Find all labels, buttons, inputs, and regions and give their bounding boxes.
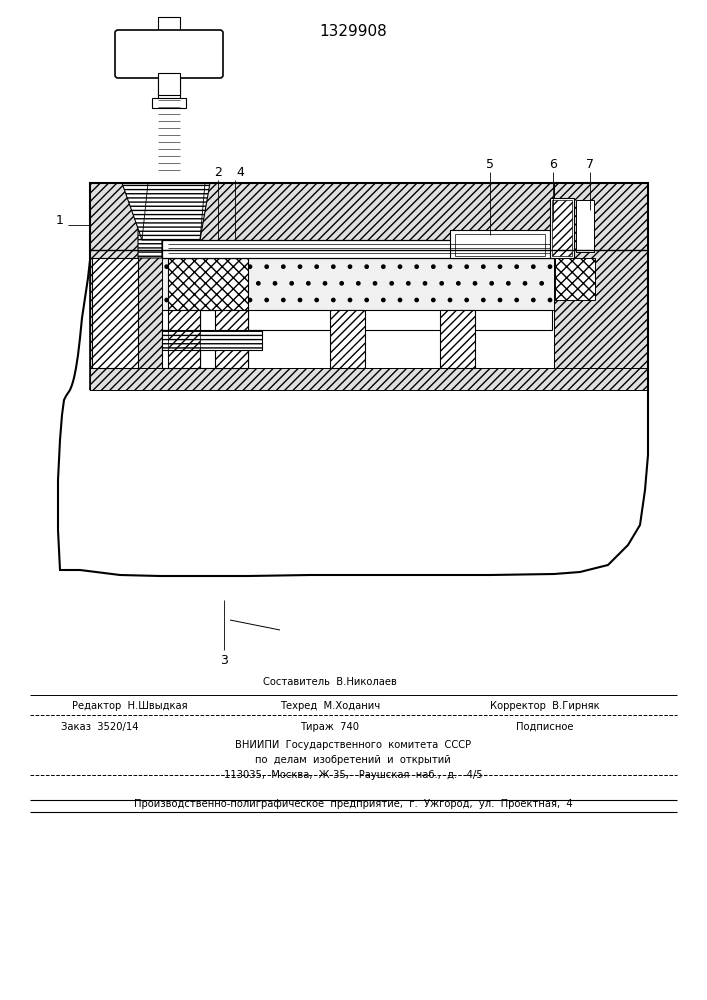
Text: 2: 2	[214, 165, 222, 178]
Bar	[168, 310, 200, 368]
Bar	[162, 240, 556, 258]
Polygon shape	[554, 250, 648, 390]
Polygon shape	[90, 183, 648, 390]
Polygon shape	[90, 250, 162, 390]
Bar	[576, 200, 594, 252]
Polygon shape	[122, 183, 210, 240]
Bar	[162, 330, 262, 350]
Polygon shape	[555, 258, 595, 300]
Bar	[158, 17, 180, 100]
Polygon shape	[90, 183, 648, 250]
Bar	[162, 330, 200, 368]
Text: Тираж  740: Тираж 740	[300, 722, 359, 732]
Text: 1329908: 1329908	[319, 24, 387, 39]
Text: Заказ  3520/14: Заказ 3520/14	[62, 722, 139, 732]
Text: по  делам  изобретений  и  открытий: по делам изобретений и открытий	[255, 755, 451, 765]
Text: Подписное: Подписное	[516, 722, 574, 732]
Polygon shape	[440, 310, 475, 368]
Polygon shape	[554, 183, 648, 250]
Bar	[365, 310, 440, 368]
Polygon shape	[90, 368, 648, 390]
Text: 6: 6	[549, 158, 557, 172]
Bar	[248, 310, 330, 368]
FancyBboxPatch shape	[115, 30, 223, 78]
Bar	[152, 98, 186, 108]
Text: 5: 5	[486, 158, 494, 172]
Text: ВНИИПИ  Государственного  комитета  СССР: ВНИИПИ Государственного комитета СССР	[235, 740, 471, 750]
Text: Редактор  Н.Швыдкая: Редактор Н.Швыдкая	[72, 701, 188, 711]
Polygon shape	[92, 258, 138, 368]
Bar	[162, 310, 552, 330]
Text: 1: 1	[56, 214, 64, 227]
Polygon shape	[90, 183, 162, 250]
Bar	[475, 310, 554, 368]
Polygon shape	[90, 250, 648, 390]
Polygon shape	[330, 310, 365, 368]
Bar	[450, 230, 550, 258]
Polygon shape	[138, 210, 162, 258]
Bar	[158, 73, 180, 95]
Bar	[168, 258, 248, 310]
Bar	[550, 198, 574, 258]
Polygon shape	[215, 310, 248, 368]
Text: Техред  М.Ходанич: Техред М.Ходанич	[280, 701, 380, 711]
Text: 113035,  Москва,  Ж-35,-  Раушская  наб.,  д.   4/5: 113035, Москва, Ж-35,- Раушская наб., д.…	[223, 770, 482, 780]
Text: Корректор  В.Гирняк: Корректор В.Гирняк	[490, 701, 600, 711]
Text: 4: 4	[236, 165, 244, 178]
Text: Производственно-полиграфическое  предприятие,  г.  Ужгород,  ул.  Проектная,  4: Производственно-полиграфическое предприя…	[134, 799, 572, 809]
Text: 7: 7	[586, 158, 594, 172]
Bar	[200, 310, 248, 368]
Text: 3: 3	[220, 654, 228, 666]
Text: Составитель  В.Николаев: Составитель В.Николаев	[263, 677, 397, 687]
